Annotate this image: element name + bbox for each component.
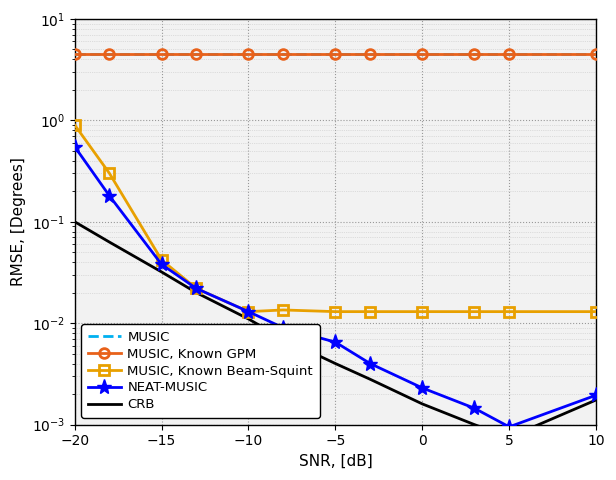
NEAT-MUSIC [106, 193, 113, 199]
CRB [193, 290, 200, 296]
NEAT-MUSIC [193, 286, 200, 291]
Legend: MUSIC, MUSIC, Known GPM, MUSIC, Known Beam-Squint, NEAT-MUSIC, CRB: MUSIC, MUSIC, Known GPM, MUSIC, Known Be… [81, 324, 320, 418]
MUSIC [471, 51, 478, 57]
NEAT-MUSIC [245, 309, 252, 314]
MUSIC, Known Beam-Squint [193, 286, 200, 291]
MUSIC, Known GPM [367, 51, 374, 57]
CRB [331, 360, 339, 366]
NEAT-MUSIC [593, 392, 600, 398]
MUSIC [419, 51, 426, 57]
NEAT-MUSIC [71, 144, 78, 150]
NEAT-MUSIC [471, 406, 478, 411]
MUSIC, Known Beam-Squint [71, 122, 78, 128]
NEAT-MUSIC [158, 262, 165, 267]
MUSIC, Known Beam-Squint [471, 309, 478, 314]
CRB [71, 219, 78, 225]
MUSIC [158, 51, 165, 57]
CRB [106, 239, 113, 245]
CRB [593, 397, 600, 403]
NEAT-MUSIC [419, 385, 426, 391]
CRB [419, 401, 426, 407]
CRB [471, 422, 478, 428]
MUSIC, Known Beam-Squint [106, 170, 113, 176]
MUSIC [106, 51, 113, 57]
CRB [367, 376, 374, 382]
MUSIC, Known Beam-Squint [331, 309, 339, 314]
NEAT-MUSIC [506, 424, 513, 430]
MUSIC, Known GPM [245, 51, 252, 57]
CRB [158, 269, 165, 275]
CRB [245, 316, 252, 322]
X-axis label: SNR, [dB]: SNR, [dB] [299, 454, 372, 469]
Line: MUSIC, Known Beam-Squint: MUSIC, Known Beam-Squint [70, 120, 601, 316]
NEAT-MUSIC [280, 325, 287, 331]
MUSIC, Known GPM [471, 51, 478, 57]
Line: CRB: CRB [75, 222, 596, 437]
MUSIC [367, 51, 374, 57]
NEAT-MUSIC [367, 360, 374, 366]
MUSIC, Known Beam-Squint [280, 307, 287, 313]
MUSIC, Known GPM [419, 51, 426, 57]
MUSIC, Known Beam-Squint [245, 309, 252, 314]
MUSIC, Known GPM [331, 51, 339, 57]
CRB [506, 434, 513, 440]
MUSIC [506, 51, 513, 57]
CRB [280, 336, 287, 342]
Y-axis label: RMSE, [Degrees]: RMSE, [Degrees] [11, 157, 26, 286]
MUSIC, Known Beam-Squint [367, 309, 374, 314]
MUSIC [193, 51, 200, 57]
MUSIC, Known GPM [158, 51, 165, 57]
MUSIC, Known GPM [506, 51, 513, 57]
MUSIC [280, 51, 287, 57]
MUSIC [71, 51, 78, 57]
MUSIC, Known GPM [280, 51, 287, 57]
MUSIC, Known Beam-Squint [419, 309, 426, 314]
MUSIC, Known GPM [71, 51, 78, 57]
Line: NEAT-MUSIC: NEAT-MUSIC [67, 139, 604, 434]
MUSIC, Known GPM [593, 51, 600, 57]
Line: MUSIC, Known GPM: MUSIC, Known GPM [70, 49, 601, 59]
MUSIC, Known Beam-Squint [506, 309, 513, 314]
MUSIC [245, 51, 252, 57]
MUSIC [331, 51, 339, 57]
MUSIC, Known Beam-Squint [158, 257, 165, 263]
NEAT-MUSIC [331, 339, 339, 345]
MUSIC, Known GPM [193, 51, 200, 57]
MUSIC [593, 51, 600, 57]
MUSIC, Known Beam-Squint [593, 309, 600, 314]
MUSIC, Known GPM [106, 51, 113, 57]
